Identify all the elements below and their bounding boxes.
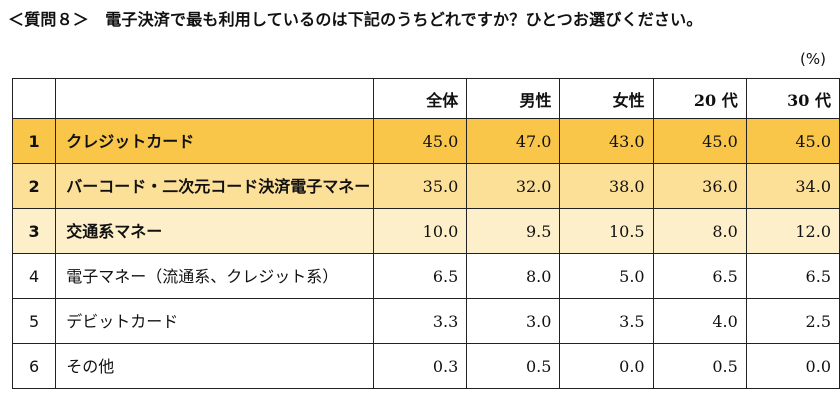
table-row: 6 その他 0.3 0.5 0.0 0.5 0.0 xyxy=(11,343,840,389)
value-cell: 8.0 xyxy=(466,253,561,299)
table-row: 1 クレジットカード 45.0 47.0 43.0 45.0 45.0 xyxy=(11,118,840,164)
value-cell: 0.3 xyxy=(373,343,468,389)
unit-label: (%) xyxy=(800,50,826,68)
value-cell: 3.5 xyxy=(559,298,654,344)
value-cell: 6.5 xyxy=(745,253,840,299)
value-cell: 4.0 xyxy=(652,298,747,344)
value-cell: 3.0 xyxy=(466,298,561,344)
value-cell: 43.0 xyxy=(559,118,654,164)
value-cell: 3.3 xyxy=(373,298,468,344)
header-male: 男性 xyxy=(466,78,561,119)
item-cell: バーコード・二次元コード決済電子マネー xyxy=(55,163,375,209)
value-cell: 45.0 xyxy=(652,118,747,164)
header-total: 全体 xyxy=(373,78,468,119)
table-row: 5 デビットカード 3.3 3.0 3.5 4.0 2.5 xyxy=(11,298,840,344)
header-item-cell xyxy=(55,78,375,119)
rank-cell: 6 xyxy=(11,343,57,389)
value-cell: 10.0 xyxy=(373,208,468,254)
value-cell: 0.5 xyxy=(466,343,561,389)
value-cell: 6.5 xyxy=(652,253,747,299)
survey-table: 全体 男性 女性 20 代 30 代 1 クレジットカード 45.0 47.0 … xyxy=(11,78,840,389)
value-cell: 2.5 xyxy=(745,298,840,344)
header-30s: 30 代 xyxy=(745,78,840,119)
value-cell: 38.0 xyxy=(559,163,654,209)
value-cell: 12.0 xyxy=(745,208,840,254)
table-row: 4 電子マネー（流通系、クレジット系） 6.5 8.0 5.0 6.5 6.5 xyxy=(11,253,840,299)
value-cell: 47.0 xyxy=(466,118,561,164)
table-row: 2 バーコード・二次元コード決済電子マネー 35.0 32.0 38.0 36.… xyxy=(11,163,840,209)
value-cell: 34.0 xyxy=(745,163,840,209)
value-cell: 9.5 xyxy=(466,208,561,254)
value-cell: 0.5 xyxy=(652,343,747,389)
item-cell: クレジットカード xyxy=(55,118,375,164)
rank-cell: 1 xyxy=(11,118,57,164)
rank-cell: 4 xyxy=(11,253,57,299)
header-rank-cell xyxy=(11,78,57,119)
value-cell: 36.0 xyxy=(652,163,747,209)
header-20s: 20 代 xyxy=(652,78,747,119)
value-cell: 0.0 xyxy=(745,343,840,389)
rank-cell: 3 xyxy=(11,208,57,254)
table-row: 3 交通系マネー 10.0 9.5 10.5 8.0 12.0 xyxy=(11,208,840,254)
value-cell: 6.5 xyxy=(373,253,468,299)
value-cell: 10.5 xyxy=(559,208,654,254)
item-cell: 交通系マネー xyxy=(55,208,375,254)
value-cell: 45.0 xyxy=(745,118,840,164)
question-title: ＜質問８＞ 電子決済で最も利用しているのは下記のうちどれですか？ひとつお選びくだ… xyxy=(8,10,703,29)
item-cell: その他 xyxy=(55,343,375,389)
value-cell: 32.0 xyxy=(466,163,561,209)
header-row: 全体 男性 女性 20 代 30 代 xyxy=(11,78,840,119)
value-cell: 8.0 xyxy=(652,208,747,254)
rank-cell: 5 xyxy=(11,298,57,344)
item-cell: 電子マネー（流通系、クレジット系） xyxy=(55,253,375,299)
value-cell: 5.0 xyxy=(559,253,654,299)
item-cell: デビットカード xyxy=(55,298,375,344)
rank-cell: 2 xyxy=(11,163,57,209)
value-cell: 45.0 xyxy=(373,118,468,164)
value-cell: 35.0 xyxy=(373,163,468,209)
header-female: 女性 xyxy=(559,78,654,119)
value-cell: 0.0 xyxy=(559,343,654,389)
